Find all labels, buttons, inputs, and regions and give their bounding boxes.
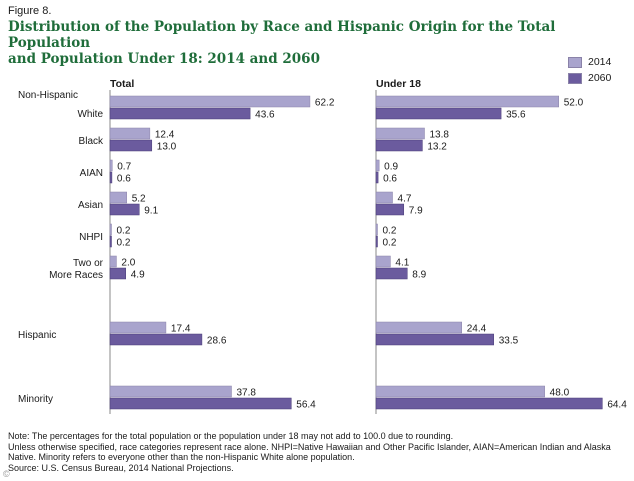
category-label-asian: Asian — [78, 200, 103, 211]
data-label-under18-2060-7: 64.4 — [607, 400, 627, 411]
data-label-under18-2014-4: 0.2 — [383, 226, 397, 237]
chart-title-line-2: and Population Under 18: 2014 and 2060 — [8, 51, 320, 67]
legend-swatch-2014 — [568, 56, 582, 68]
bar-under18-2060-6 — [375, 333, 494, 346]
bar-under18-2014-5 — [375, 255, 391, 268]
data-label-under18-2060-0: 35.6 — [506, 110, 526, 121]
chart-title: Distribution of the Population by Race a… — [8, 19, 608, 67]
category-label-black: Black — [79, 136, 104, 147]
bar-total-2014-4 — [109, 223, 112, 236]
data-label-under18-2014-5: 4.1 — [395, 258, 409, 269]
data-label-under18-2014-1: 13.8 — [429, 130, 449, 141]
data-label-under18-2014-2: 0.9 — [384, 162, 398, 173]
data-label-under18-2014-3: 4.7 — [398, 194, 412, 205]
bar-total-2014-6 — [109, 321, 167, 334]
data-label-under18-2060-5: 8.9 — [412, 270, 426, 281]
data-label-under18-2060-3: 7.9 — [409, 206, 423, 217]
bar-under18-2014-6 — [375, 321, 462, 334]
data-label-total-2060-3: 9.1 — [144, 206, 158, 217]
data-label-total-2014-0: 62.2 — [315, 98, 335, 109]
bar-total-2014-5 — [109, 255, 117, 268]
data-label-total-2014-1: 12.4 — [155, 130, 175, 141]
bar-under18-2060-5 — [375, 267, 408, 280]
data-label-total-2060-2: 0.6 — [117, 174, 131, 185]
data-label-total-2014-5: 2.0 — [121, 258, 135, 269]
bar-total-2014-0 — [109, 95, 311, 108]
data-label-under18-2060-4: 0.2 — [383, 238, 397, 249]
bar-under18-2014-1 — [375, 127, 425, 140]
category-label-aian: AIAN — [80, 168, 103, 179]
bar-under18-2060-2 — [375, 171, 379, 184]
bar-total-2060-7 — [109, 397, 292, 410]
bar-total-2060-4 — [109, 235, 112, 248]
data-label-total-2060-4: 0.2 — [117, 238, 131, 249]
data-label-under18-2060-1: 13.2 — [427, 142, 447, 153]
legend: 2014 2060 — [568, 54, 611, 86]
bar-under18-2014-4 — [375, 223, 378, 236]
bar-total-2060-1 — [109, 139, 153, 152]
footnotes: Note: The percentages for the total popu… — [8, 431, 628, 473]
data-label-under18-2014-6: 24.4 — [467, 324, 487, 335]
bar-total-2060-5 — [109, 267, 126, 280]
legend-item-2060: 2060 — [568, 70, 611, 86]
bar-under18-2060-3 — [375, 203, 405, 216]
bar-total-2060-3 — [109, 203, 140, 216]
data-label-under18-2014-7: 48.0 — [550, 388, 570, 399]
bar-total-2060-6 — [109, 333, 203, 346]
data-label-total-2014-4: 0.2 — [117, 226, 131, 237]
figure-label: Figure 8. — [8, 5, 52, 17]
bar-total-2060-0 — [109, 107, 251, 120]
category-label-hispanic: Hispanic — [18, 330, 56, 341]
bar-under18-2060-0 — [375, 107, 502, 120]
data-label-total-2060-5: 4.9 — [131, 270, 145, 281]
bar-total-2014-1 — [109, 127, 151, 140]
bar-under18-2060-7 — [375, 397, 603, 410]
data-label-under18-2060-6: 33.5 — [499, 336, 519, 347]
bar-total-2014-3 — [109, 191, 127, 204]
legend-label-2014: 2014 — [588, 56, 612, 68]
panel-title-total: Total — [110, 78, 134, 90]
footnote-source: Source: U.S. Census Bureau, 2014 Nationa… — [8, 462, 234, 473]
category-label-nhpi: NHPI — [79, 232, 103, 243]
footnote-definitions: Unless otherwise specified, race categor… — [8, 441, 611, 463]
bar-under18-2014-0 — [375, 95, 559, 108]
footnote-rounding: Note: The percentages for the total popu… — [8, 431, 454, 441]
bar-under18-2060-1 — [375, 139, 423, 152]
credit-mark: © — [3, 469, 10, 479]
data-label-total-2060-6: 28.6 — [207, 336, 227, 347]
data-label-under18-2060-2: 0.6 — [383, 174, 397, 185]
data-label-total-2014-7: 37.8 — [237, 388, 257, 399]
legend-item-2014: 2014 — [568, 54, 611, 70]
data-label-total-2060-0: 43.6 — [255, 110, 275, 121]
bar-total-2014-2 — [109, 159, 113, 172]
bar-under18-2014-3 — [375, 191, 393, 204]
chart-title-line-1: Distribution of the Population by Race a… — [8, 19, 556, 51]
data-label-total-2060-7: 56.4 — [296, 400, 316, 411]
category-label-5-line-1: Two or — [73, 258, 104, 269]
panel-title-under18: Under 18 — [376, 78, 421, 90]
data-label-total-2014-3: 5.2 — [132, 194, 146, 205]
category-label-5-line-2: More Races — [49, 270, 103, 281]
data-label-total-2014-6: 17.4 — [171, 324, 191, 335]
data-label-total-2060-1: 13.0 — [157, 142, 177, 153]
category-label-minority: Minority — [18, 394, 53, 405]
bar-total-2060-2 — [109, 171, 113, 184]
legend-swatch-2060 — [568, 72, 582, 84]
data-label-under18-2014-0: 52.0 — [564, 98, 584, 109]
category-label-white: White — [77, 109, 103, 120]
data-label-total-2014-2: 0.7 — [117, 162, 131, 173]
bar-total-2014-7 — [109, 385, 232, 398]
legend-label-2060: 2060 — [588, 72, 612, 84]
bar-under18-2014-2 — [375, 159, 380, 172]
bar-under18-2014-7 — [375, 385, 545, 398]
category-label-non-hispanic: Non-Hispanic — [18, 90, 78, 101]
bar-under18-2060-4 — [375, 235, 378, 248]
